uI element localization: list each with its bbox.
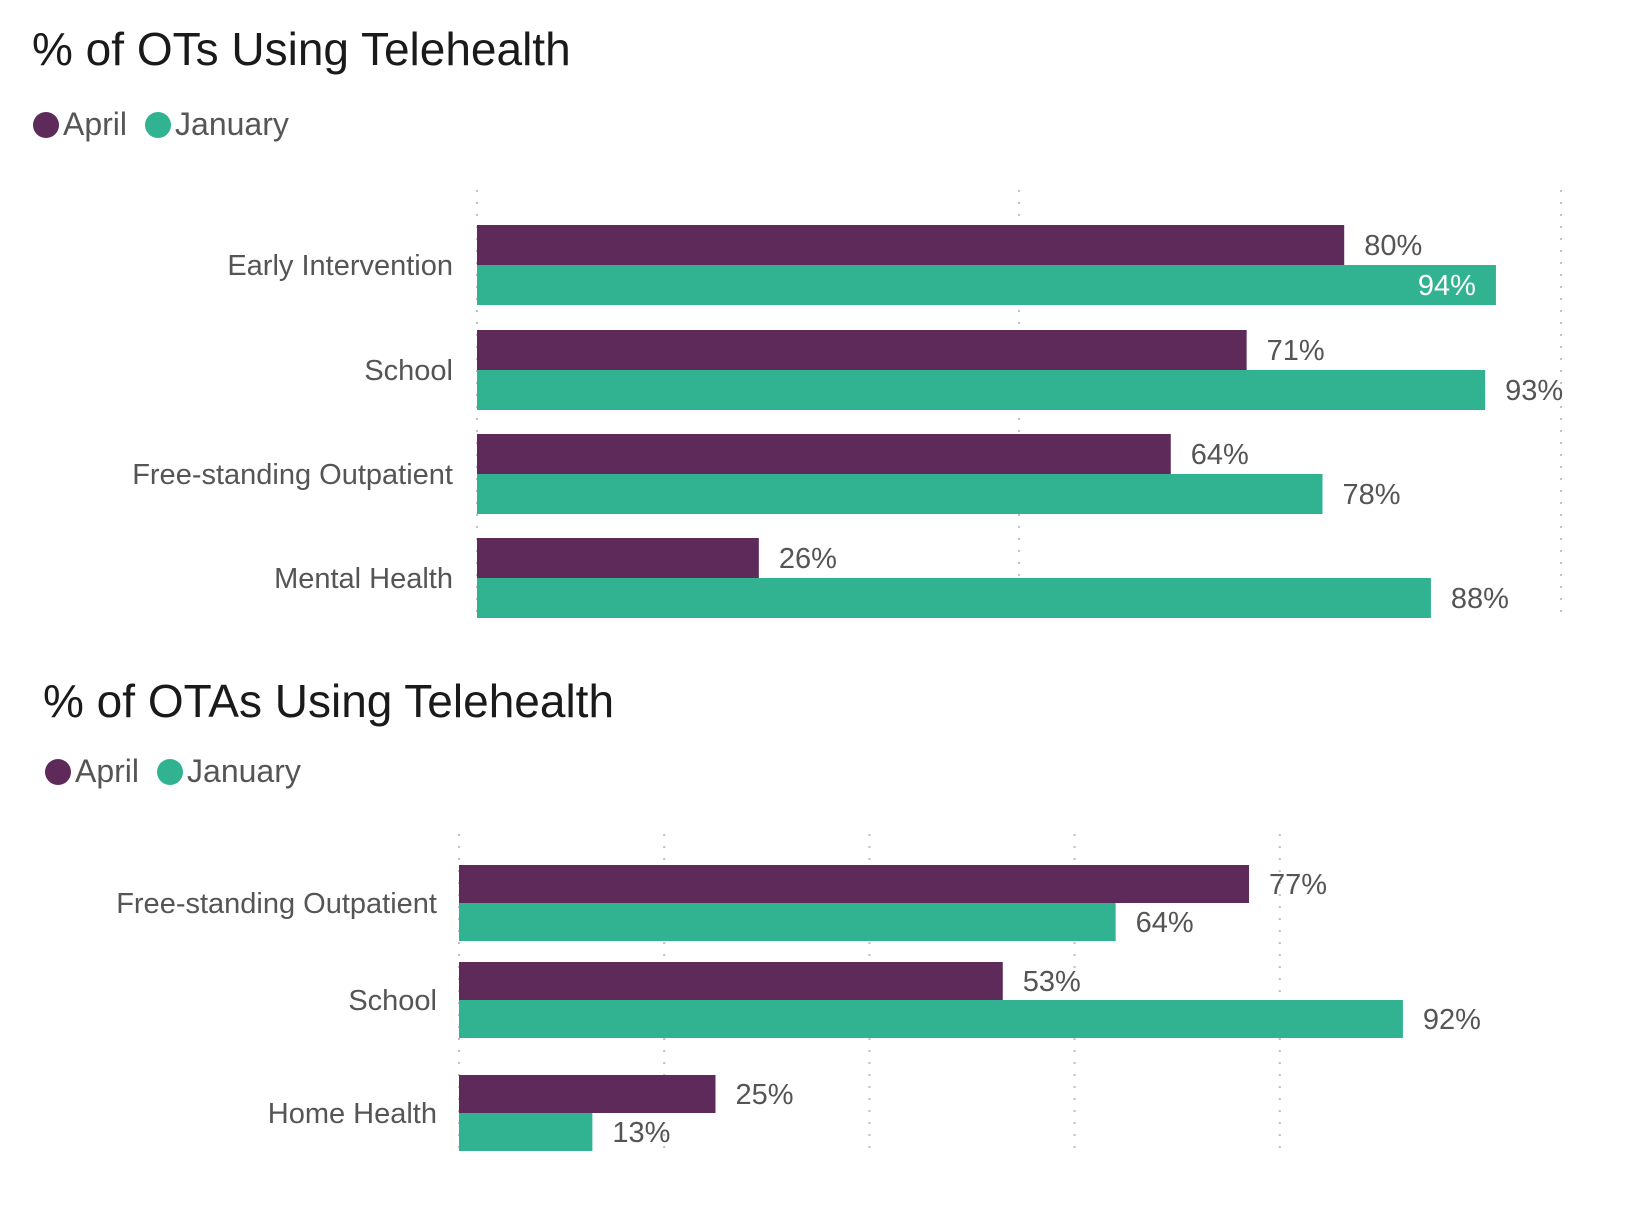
bar-april[interactable] xyxy=(459,1075,716,1113)
data-label: 25% xyxy=(736,1079,794,1111)
category-label: School xyxy=(348,985,437,1017)
legend-label: January xyxy=(187,753,301,789)
legend-item-april[interactable]: April xyxy=(45,753,139,790)
category-label: Home Health xyxy=(268,1098,437,1130)
bar-april[interactable] xyxy=(477,225,1345,265)
bar-april[interactable] xyxy=(477,538,759,578)
category-label: Free-standing Outpatient xyxy=(116,888,437,920)
data-label: 94% xyxy=(1418,270,1476,302)
data-label: 92% xyxy=(1423,1004,1481,1036)
chart-title: % of OTAs Using Telehealth xyxy=(43,675,615,727)
bar-april[interactable] xyxy=(477,330,1247,370)
bar-january[interactable] xyxy=(477,265,1496,305)
data-label: 77% xyxy=(1269,869,1327,901)
legend-dot-january-icon xyxy=(145,111,172,138)
data-label: 64% xyxy=(1191,439,1249,471)
chart-legend: April January xyxy=(45,753,319,790)
data-label: 88% xyxy=(1451,583,1509,615)
bar-january[interactable] xyxy=(477,474,1323,514)
legend-dot-january-icon xyxy=(157,758,184,785)
data-label: 80% xyxy=(1364,230,1422,262)
data-label: 64% xyxy=(1136,907,1194,939)
bar-april[interactable] xyxy=(459,962,1003,1000)
category-label: Free-standing Outpatient xyxy=(132,459,453,491)
legend-dot-april-icon xyxy=(33,111,59,138)
category-label: Mental Health xyxy=(274,563,453,595)
data-label: 78% xyxy=(1343,479,1401,511)
category-label: School xyxy=(364,355,453,387)
bar-january[interactable] xyxy=(477,370,1486,410)
ot-bar-chart: Early Intervention 80% 94% School 71% 93% Free… xyxy=(132,190,1563,622)
chart-legend: April January xyxy=(33,106,307,143)
bar-january[interactable] xyxy=(459,1000,1403,1038)
ot-chart-panel: % of OTs Using Telehealth April January … xyxy=(32,23,1563,622)
bar-january[interactable] xyxy=(477,578,1431,618)
legend-label: April xyxy=(63,106,128,142)
chart-title: % of OTs Using Telehealth xyxy=(32,23,571,75)
bar-april[interactable] xyxy=(459,865,1250,903)
legend-label: April xyxy=(75,753,140,789)
legend-label: January xyxy=(175,106,289,142)
ota-bar-chart: Free-standing Outpatient 77% 64% School 53% 9… xyxy=(116,834,1481,1158)
legend-item-january[interactable]: January xyxy=(157,753,301,790)
ota-chart-panel: % of OTAs Using Telehealth April January… xyxy=(0,650,1630,1231)
data-label: 71% xyxy=(1267,335,1325,367)
bar-april[interactable] xyxy=(477,434,1171,474)
data-label: 13% xyxy=(612,1117,670,1149)
data-label: 53% xyxy=(1023,966,1081,998)
data-label: 93% xyxy=(1505,375,1563,407)
bar-january[interactable] xyxy=(459,1113,593,1151)
legend-item-april[interactable]: April xyxy=(33,106,127,143)
data-label: 26% xyxy=(779,543,837,575)
bar-january[interactable] xyxy=(459,903,1116,941)
category-label: Early Intervention xyxy=(227,250,453,282)
legend-dot-april-icon xyxy=(45,758,71,785)
legend-item-january[interactable]: January xyxy=(145,106,289,143)
